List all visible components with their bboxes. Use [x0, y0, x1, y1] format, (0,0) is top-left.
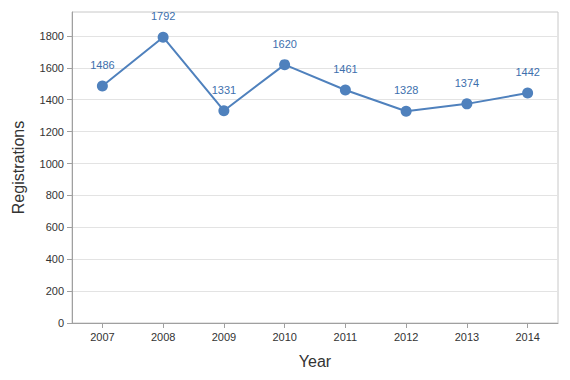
svg-text:2013: 2013 — [455, 331, 479, 343]
svg-text:2011: 2011 — [334, 331, 358, 343]
svg-text:Registrations: Registrations — [10, 121, 27, 214]
svg-text:2007: 2007 — [90, 331, 114, 343]
svg-text:400: 400 — [46, 253, 64, 265]
svg-text:1442: 1442 — [515, 66, 539, 78]
svg-text:2012: 2012 — [394, 331, 418, 343]
svg-text:1200: 1200 — [40, 126, 64, 138]
svg-text:1800: 1800 — [40, 30, 64, 42]
svg-text:200: 200 — [46, 285, 64, 297]
svg-text:1374: 1374 — [455, 77, 479, 89]
svg-text:2010: 2010 — [272, 331, 296, 343]
svg-text:Year: Year — [299, 353, 332, 370]
svg-text:1400: 1400 — [40, 94, 64, 106]
svg-text:1328: 1328 — [394, 84, 418, 96]
svg-text:600: 600 — [46, 221, 64, 233]
svg-text:1000: 1000 — [40, 158, 64, 170]
svg-text:2008: 2008 — [151, 331, 175, 343]
svg-text:0: 0 — [58, 317, 64, 329]
svg-text:1486: 1486 — [90, 59, 114, 71]
svg-text:1331: 1331 — [212, 84, 236, 96]
svg-text:1792: 1792 — [151, 10, 175, 22]
svg-text:800: 800 — [46, 189, 64, 201]
svg-text:1461: 1461 — [333, 63, 357, 75]
svg-text:2009: 2009 — [212, 331, 236, 343]
svg-text:2014: 2014 — [515, 331, 539, 343]
svg-text:1620: 1620 — [272, 38, 296, 50]
svg-text:1600: 1600 — [40, 62, 64, 74]
